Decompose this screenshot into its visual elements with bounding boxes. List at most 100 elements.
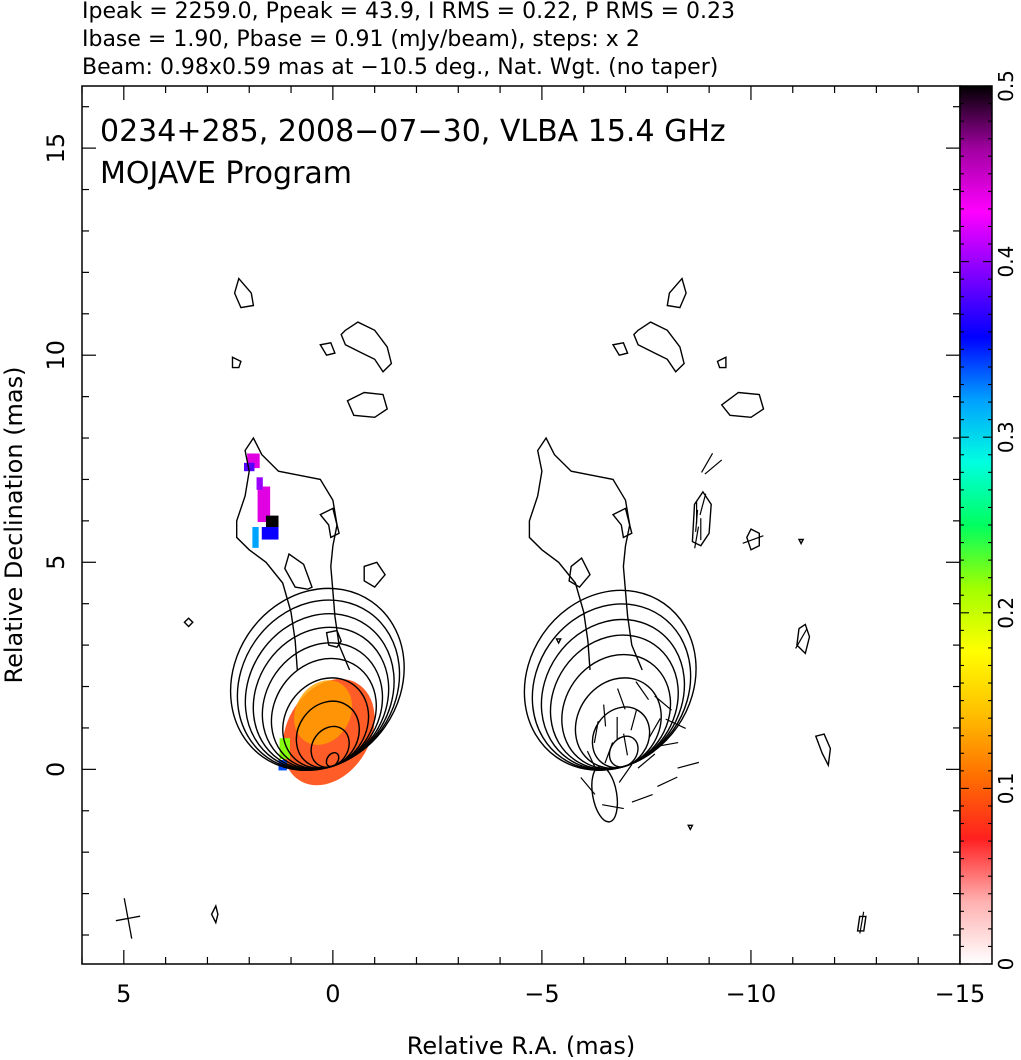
y-tick-label: 5 (42, 555, 70, 570)
header-line-1: Ipeak = 2259.0, Ppeak = 43.9, I RMS = 0.… (82, 0, 735, 24)
pol-pixel-5 (261, 527, 279, 540)
left-island-7 (325, 629, 342, 648)
left-jet-outline (235, 436, 351, 671)
colorbar-tick-label: 0.5 (994, 70, 1018, 102)
right-core-contour-1 (591, 706, 651, 769)
colorbar-tick-label: 0.2 (994, 597, 1018, 629)
left-core-contour-7 (244, 612, 395, 771)
x-tick-label: 0 (325, 980, 340, 1008)
right-island-14 (555, 638, 562, 645)
evpa-tick-15 (586, 750, 598, 772)
evpa-tick-3 (604, 742, 614, 764)
colorbar-tick-label: 0 (994, 958, 1018, 971)
right-island-8 (746, 528, 760, 551)
right-core-lobe (591, 765, 619, 823)
left-core-contour-4 (270, 657, 377, 770)
contour-layer (183, 277, 867, 932)
left-island-8 (363, 561, 386, 589)
left-core-contour-0 (325, 752, 340, 768)
left-core-contour-3 (282, 677, 370, 769)
left-island-1 (340, 321, 393, 373)
pol-pixel-2 (257, 486, 271, 523)
evpa-tick-21 (695, 509, 699, 532)
right-island-2 (666, 277, 687, 309)
chart-title-line-1: 0234+285, 2008−07−30, VLBA 15.4 GHz (100, 114, 726, 149)
colorbar-gradient (960, 86, 992, 964)
evpa-tick-25 (701, 453, 714, 473)
left-island-5 (319, 507, 340, 539)
colorbar-tick-label: 0.3 (994, 421, 1018, 453)
evpa-ticks-layer (580, 453, 865, 934)
right-island-11 (856, 915, 867, 932)
plot-background (82, 86, 960, 964)
header-line-2: Ibase = 1.90, Pbase = 0.91 (mJy/beam), s… (82, 27, 640, 52)
evpa-tick-14 (623, 733, 629, 756)
right-island-5 (611, 507, 633, 539)
y-axis-label: Relative Declination (mas) (0, 366, 28, 683)
evpa-tick-5 (603, 704, 607, 727)
y-tick-label: 0 (42, 762, 70, 777)
axis-tick-labels: 5 0 −5 −10 −15 0 5 10 15 (42, 133, 985, 1008)
evpa-tick-28 (795, 629, 808, 649)
pol-pixel-1 (244, 462, 255, 472)
pol-region (282, 678, 375, 786)
left-island-10 (210, 904, 219, 925)
evpa-tick-16 (580, 777, 596, 795)
evpa-tick-2 (618, 764, 633, 783)
evpa-tick-23 (694, 526, 700, 549)
right-core-contour-6 (531, 603, 692, 771)
pol-pixel-7 (279, 738, 291, 760)
evpa-tick-11 (648, 718, 661, 738)
left-island-2 (233, 277, 255, 309)
colorbar-tick-label: 0.1 (994, 772, 1018, 804)
right-core-contour-2 (574, 677, 662, 769)
evpa-tick-4 (593, 721, 599, 744)
pol-pixel-6 (252, 526, 259, 548)
x-tick-label: 5 (116, 980, 131, 1008)
plot-area (82, 86, 960, 964)
left-core-contour-6 (252, 626, 390, 771)
right-island-10 (814, 733, 832, 768)
evpa-tick-12 (630, 708, 638, 731)
evpa-tick-9 (665, 718, 686, 729)
beam-minor-axis (115, 915, 141, 922)
pol-pixel-3 (256, 477, 263, 490)
pol-region-high (294, 680, 353, 745)
y-tick-label: 10 (42, 340, 70, 371)
right-core-contour-3 (561, 653, 672, 770)
evpa-tick-26 (704, 459, 723, 475)
left-core-contour-2 (295, 700, 360, 769)
header-line-3: Beam: 0.98x0.59 mas at −10.5 deg., Nat. … (82, 55, 718, 80)
right-core-contour-4 (549, 634, 679, 770)
pol-pixel-4 (265, 515, 279, 531)
left-island-4 (231, 356, 242, 369)
evpa-tick-6 (617, 688, 626, 710)
x-tick-label: −15 (935, 980, 986, 1008)
evpa-tick-7 (635, 681, 650, 701)
evpa-tick-0 (657, 776, 678, 787)
colorbar: 0 0.1 0.2 0.3 0.4 0.5 (959, 70, 1018, 970)
left-core-contour-5 (261, 642, 384, 770)
colorbar-tick-labels: 0 0.1 0.2 0.3 0.4 0.5 (994, 70, 1018, 970)
right-island-0 (720, 391, 765, 419)
right-island-4 (716, 356, 727, 369)
left-island-6 (284, 552, 313, 590)
right-core-contour-5 (540, 618, 686, 771)
evpa-tick-19 (602, 804, 624, 810)
right-island-6 (568, 557, 591, 589)
left-core-contour-9 (229, 587, 405, 772)
right-island-3 (611, 342, 629, 357)
evpa-tick-18 (631, 794, 653, 803)
polarization-color-layer (244, 453, 375, 786)
right-jet-outline (528, 436, 643, 671)
chart-title-line-2: MOJAVE Program (100, 156, 352, 191)
colorbar-tick-label: 0.4 (994, 246, 1018, 278)
right-core-contour-7 (523, 589, 697, 771)
x-axis-label: Relative R.A. (mas) (407, 1032, 635, 1060)
evpa-tick-27 (742, 535, 764, 544)
evpa-tick-8 (654, 695, 672, 711)
y-tick-label: 15 (42, 133, 70, 164)
left-island-9 (183, 617, 194, 628)
evpa-tick-17 (677, 761, 700, 769)
